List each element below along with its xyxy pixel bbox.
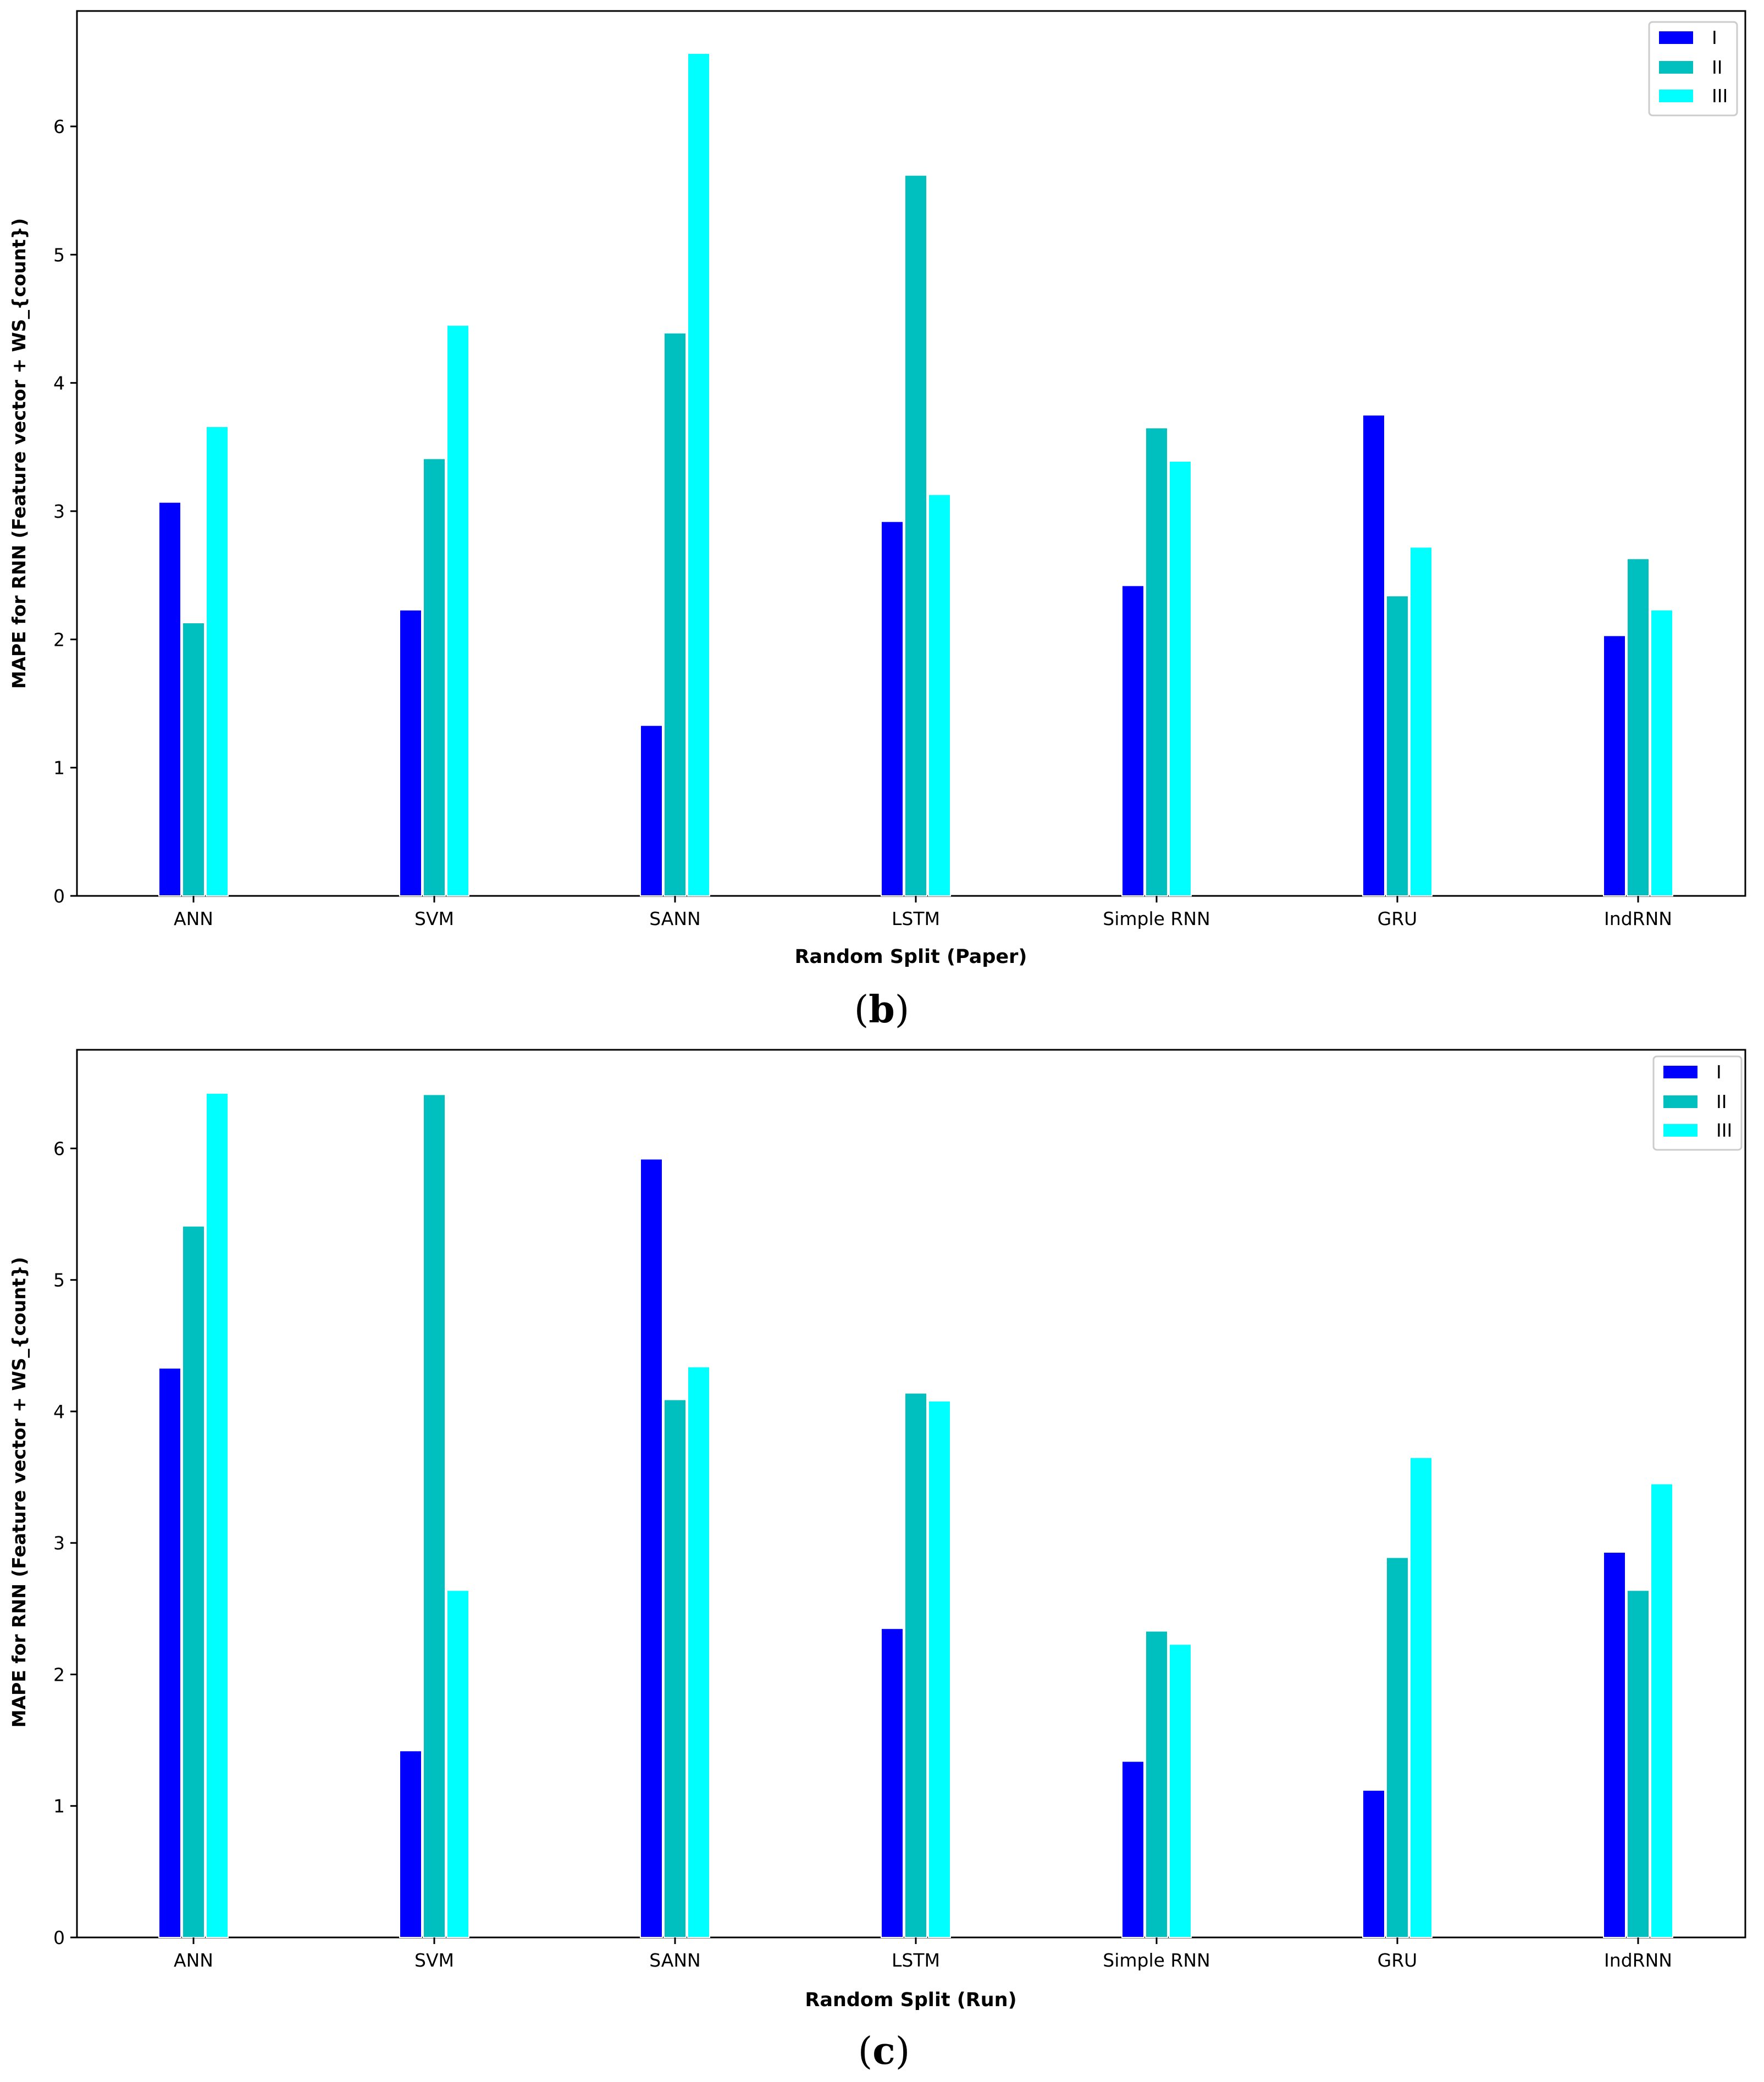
bar-c-gru-III (1409, 1457, 1433, 1938)
x-tick-label-c-1: SVM (414, 1950, 454, 1971)
bar-c-sann-III (687, 1366, 710, 1938)
bar-b-simple-rnn-I (1121, 585, 1144, 897)
x-tick-label-b-4: Simple RNN (1103, 908, 1210, 929)
legend-label-I-b: I (1712, 27, 1717, 48)
legend-swatch-II-b (1659, 61, 1693, 74)
x-axis-ticks-b: ANN SVM SANN LSTM Simple RNN GRU IndRNN (174, 896, 1672, 929)
y-tick-label-c-0: 0 (53, 1927, 65, 1948)
bar-b-lstm-II (904, 174, 927, 897)
y-tick-label-b-2: 2 (53, 629, 65, 650)
bar-b-gru-II (1386, 595, 1409, 896)
x-tick-label-b-5: GRU (1378, 908, 1418, 929)
x-tick-label-b-1: SVM (414, 908, 454, 929)
x-tick-label-b-0: ANN (174, 908, 213, 929)
bar-c-sann-I (640, 1158, 663, 1938)
legend-swatch-III-c (1663, 1124, 1697, 1137)
bar-c-sann-II (663, 1399, 687, 1939)
bar-b-simple-rnn-II (1145, 427, 1168, 896)
legend-label-II-c: II (1716, 1091, 1727, 1112)
legend-c: I II III (1652, 1055, 1743, 1151)
y-axis-label-b: MAPE for RNN (Feature vector + WS_{count… (8, 218, 30, 689)
bar-b-ann-II (182, 622, 205, 896)
y-tick-label-b-0: 0 (53, 885, 65, 907)
y-tick-label-c-3: 3 (53, 1532, 65, 1554)
legend-swatch-I-b (1659, 31, 1693, 44)
x-tick-label-c-4: Simple RNN (1103, 1950, 1210, 1971)
bar-c-gru-II (1386, 1557, 1409, 1939)
bar-b-indrnn-III (1650, 609, 1673, 896)
x-tick-label-b-2: SANN (649, 908, 701, 929)
x-tick-label-c-2: SANN (649, 1950, 701, 1971)
y-axis-label-c: MAPE for RNN (Feature vector + WS_{count… (8, 1257, 30, 1727)
bar-c-lstm-III (928, 1400, 951, 1939)
bar-b-gru-III (1409, 546, 1433, 896)
y-tick-label-c-1: 1 (53, 1796, 65, 1817)
bar-c-indrnn-III (1650, 1483, 1673, 1939)
bar-c-lstm-I (881, 1627, 904, 1938)
legend-label-II-b: II (1712, 57, 1722, 78)
y-axis-ticks-b: 0 1 2 3 4 5 6 (53, 116, 77, 907)
bar-c-indrnn-I (1603, 1551, 1626, 1939)
bar-b-lstm-I (881, 520, 904, 896)
x-tick-label-c-0: ANN (174, 1950, 213, 1971)
bar-b-lstm-III (928, 494, 951, 896)
bar-b-indrnn-I (1603, 635, 1626, 897)
bar-b-sann-III (687, 53, 710, 896)
bar-c-simple-rnn-II (1145, 1630, 1168, 1938)
x-axis-ticks-c: ANN SVM SANN LSTM Simple RNN GRU IndRNN (174, 1937, 1672, 1971)
bar-b-sann-I (640, 724, 663, 896)
bar-c-indrnn-II (1627, 1590, 1650, 1938)
bar-c-svm-I (399, 1750, 422, 1939)
x-tick-label-b-6: IndRNN (1604, 908, 1672, 929)
bar-c-svm-III (446, 1590, 469, 1938)
bar-c-ann-I (158, 1367, 181, 1938)
x-tick-label-b-3: LSTM (892, 908, 940, 929)
panel-label-b: (b) (854, 988, 910, 1032)
bar-c-gru-I (1362, 1790, 1385, 1938)
legend-swatch-I-c (1663, 1066, 1697, 1078)
x-tick-label-c-6: IndRNN (1604, 1950, 1672, 1971)
chart-b: 0 1 2 3 4 5 6 ANN SVM SANN LSTM Simple RNN GRU IndRN… (8, 10, 1746, 1032)
bars-b (158, 53, 1673, 897)
bar-c-ann-II (182, 1225, 205, 1938)
panel-label-c: (c) (858, 2029, 910, 2073)
legend-label-III-c: III (1716, 1120, 1732, 1141)
legend-swatch-III-b (1659, 90, 1693, 102)
bar-b-svm-III (446, 324, 469, 897)
bar-c-simple-rnn-I (1121, 1760, 1144, 1938)
y-tick-label-c-6: 6 (53, 1138, 65, 1159)
bars-c (158, 1092, 1673, 1939)
bar-b-gru-I (1362, 414, 1385, 896)
y-tick-label-b-6: 6 (53, 116, 65, 137)
bar-b-ann-III (206, 426, 229, 896)
bar-c-svm-II (423, 1094, 446, 1938)
x-tick-label-c-3: LSTM (892, 1950, 940, 1971)
bar-b-ann-I (158, 501, 181, 896)
y-tick-label-b-5: 5 (53, 244, 65, 265)
y-tick-label-b-1: 1 (53, 757, 65, 779)
legend-label-I-c: I (1716, 1061, 1722, 1083)
bar-c-ann-III (206, 1092, 229, 1938)
legend-label-III-b: III (1712, 85, 1728, 107)
x-axis-label-b: Random Split (Paper) (795, 946, 1027, 968)
y-tick-label-c-5: 5 (53, 1270, 65, 1291)
bar-c-simple-rnn-III (1169, 1643, 1192, 1939)
bar-b-simple-rnn-III (1169, 461, 1192, 896)
legend-swatch-II-c (1663, 1095, 1697, 1108)
legend-b: I II III (1648, 21, 1738, 117)
y-tick-label-c-4: 4 (53, 1401, 65, 1422)
bar-b-indrnn-II (1627, 558, 1650, 896)
x-tick-label-c-5: GRU (1378, 1950, 1418, 1971)
chart-c: 0 1 2 3 4 5 6 ANN SVM SANN LSTM Simple RNN GRU IndRN… (8, 1049, 1746, 2073)
bar-c-lstm-II (904, 1392, 927, 1938)
bar-b-sann-II (663, 332, 687, 897)
y-axis-ticks-c: 0 1 2 3 4 5 6 (53, 1138, 77, 1948)
y-tick-label-b-3: 3 (53, 501, 65, 522)
y-tick-label-b-4: 4 (53, 373, 65, 394)
x-axis-label-c: Random Split (Run) (805, 1989, 1016, 2011)
bar-b-svm-I (399, 609, 422, 896)
y-tick-label-c-2: 2 (53, 1664, 65, 1685)
bar-b-svm-II (423, 458, 446, 896)
